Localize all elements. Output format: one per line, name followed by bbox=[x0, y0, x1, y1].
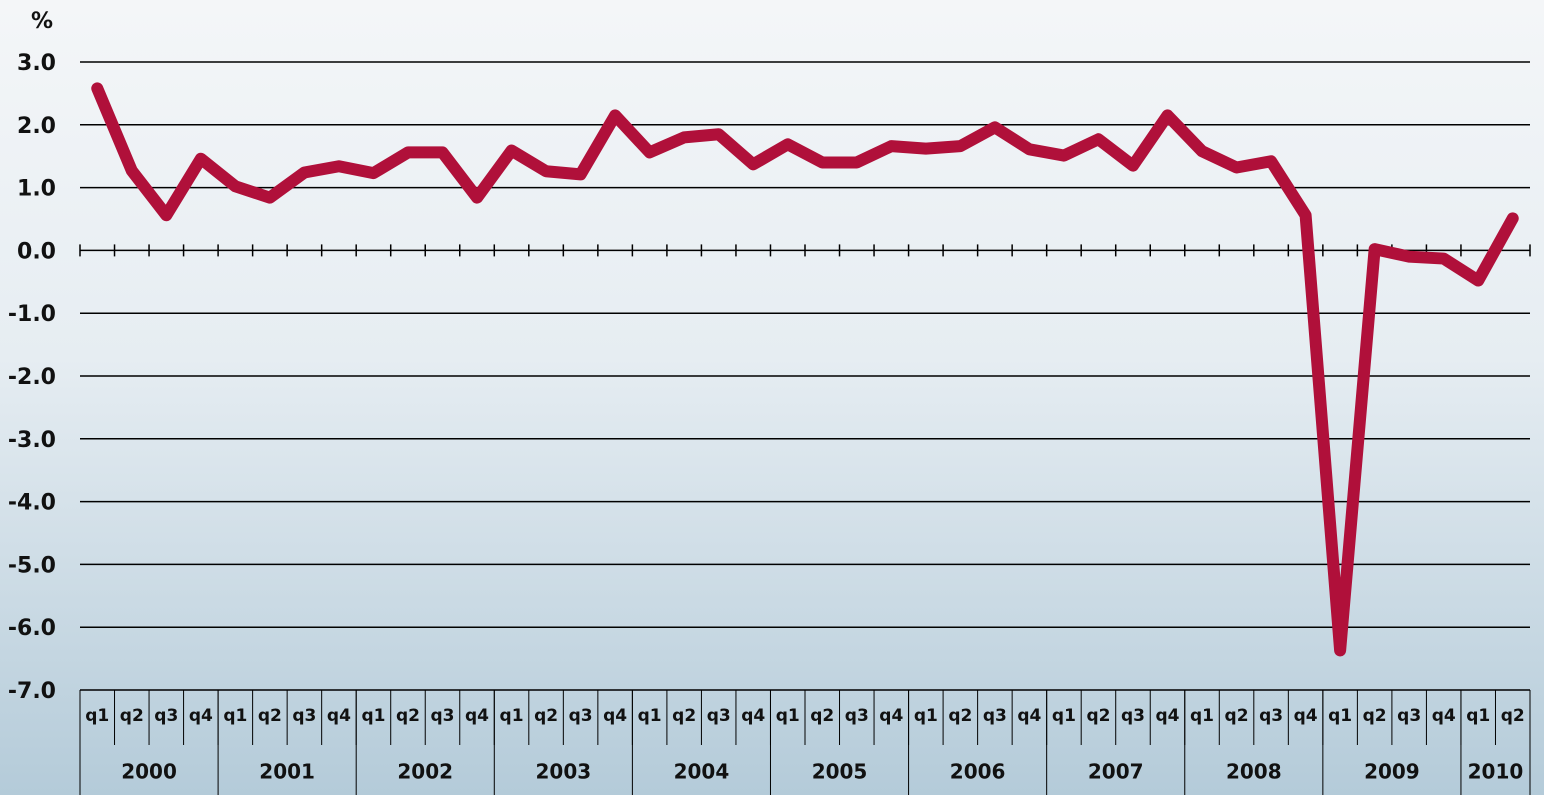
x-tick-label: q1 bbox=[1052, 706, 1076, 726]
y-tick-label: 1.0 bbox=[17, 177, 56, 202]
group-label: 2002 bbox=[397, 760, 453, 784]
group-label: 2007 bbox=[1088, 760, 1144, 784]
x-tick-label: q4 bbox=[189, 706, 213, 726]
x-tick-label: q1 bbox=[914, 706, 938, 726]
x-tick-label: q2 bbox=[672, 706, 696, 726]
line-series bbox=[91, 82, 1519, 657]
x-tick-label: q3 bbox=[1397, 706, 1421, 726]
x-tick-label: q2 bbox=[1225, 706, 1249, 726]
x-tick-label: q3 bbox=[1259, 706, 1283, 726]
y-tick-label: -6.0 bbox=[8, 616, 56, 641]
x-tick-label: q4 bbox=[1294, 706, 1318, 726]
y-tick-label: -5.0 bbox=[8, 553, 56, 578]
x-tick-label: q4 bbox=[327, 706, 351, 726]
x-tick-label: q3 bbox=[431, 706, 455, 726]
y-tick-label: -1.0 bbox=[8, 302, 56, 327]
x-tick-label: q1 bbox=[361, 706, 385, 726]
x-tick-label: q4 bbox=[1432, 706, 1456, 726]
group-label: 2005 bbox=[812, 760, 868, 784]
x-tick-label: q1 bbox=[500, 706, 524, 726]
x-tick-label: q4 bbox=[879, 706, 903, 726]
group-label: 2003 bbox=[535, 760, 591, 784]
x-tick-label: q2 bbox=[948, 706, 972, 726]
group-label: 2001 bbox=[259, 760, 315, 784]
group-label: 2010 bbox=[1468, 760, 1524, 784]
y-tick-label: -3.0 bbox=[8, 428, 56, 453]
x-tick-label: q2 bbox=[1086, 706, 1110, 726]
x-tick-label: q1 bbox=[1328, 706, 1352, 726]
x-tick-label: q2 bbox=[120, 706, 144, 726]
y-tick-label: -4.0 bbox=[8, 491, 56, 516]
x-tick-label: q3 bbox=[983, 706, 1007, 726]
x-tick-label: q1 bbox=[85, 706, 109, 726]
y-tick-label: 3.0 bbox=[17, 51, 56, 76]
x-tick-label: q1 bbox=[638, 706, 662, 726]
x-tick-label: q1 bbox=[776, 706, 800, 726]
x-tick-label: q1 bbox=[1190, 706, 1214, 726]
x-tick-label: q3 bbox=[1121, 706, 1145, 726]
group-label: 2009 bbox=[1364, 760, 1420, 784]
x-tick-label: q2 bbox=[534, 706, 558, 726]
group-label: 2000 bbox=[121, 760, 177, 784]
x-tick-label: q3 bbox=[845, 706, 869, 726]
x-tick-label: q2 bbox=[258, 706, 282, 726]
x-tick-label: q4 bbox=[465, 706, 489, 726]
x-tick-label: q3 bbox=[707, 706, 731, 726]
x-tick-label: q3 bbox=[154, 706, 178, 726]
x-tick-label: q3 bbox=[569, 706, 593, 726]
y-unit: % bbox=[31, 9, 53, 34]
x-tick-label: q2 bbox=[1363, 706, 1387, 726]
y-tick-label: -2.0 bbox=[8, 365, 56, 390]
x-tick-label: q4 bbox=[603, 706, 627, 726]
y-tick-label: -7.0 bbox=[8, 679, 56, 704]
group-label: 2006 bbox=[950, 760, 1006, 784]
x-tick-label: q3 bbox=[292, 706, 316, 726]
y-tick-label: 2.0 bbox=[17, 114, 56, 139]
group-label: 2008 bbox=[1226, 760, 1282, 784]
x-tick-label: q4 bbox=[1017, 706, 1041, 726]
x-tick-label: q4 bbox=[1156, 706, 1180, 726]
x-tick-label: q1 bbox=[223, 706, 247, 726]
y-tick-label: 0.0 bbox=[17, 239, 56, 264]
x-tick-label: q4 bbox=[741, 706, 765, 726]
group-label: 2004 bbox=[674, 760, 730, 784]
x-tick-label: q2 bbox=[396, 706, 420, 726]
x-tick-label: q2 bbox=[1501, 706, 1525, 726]
x-tick-label: q2 bbox=[810, 706, 834, 726]
x-tick-label: q1 bbox=[1466, 706, 1490, 726]
